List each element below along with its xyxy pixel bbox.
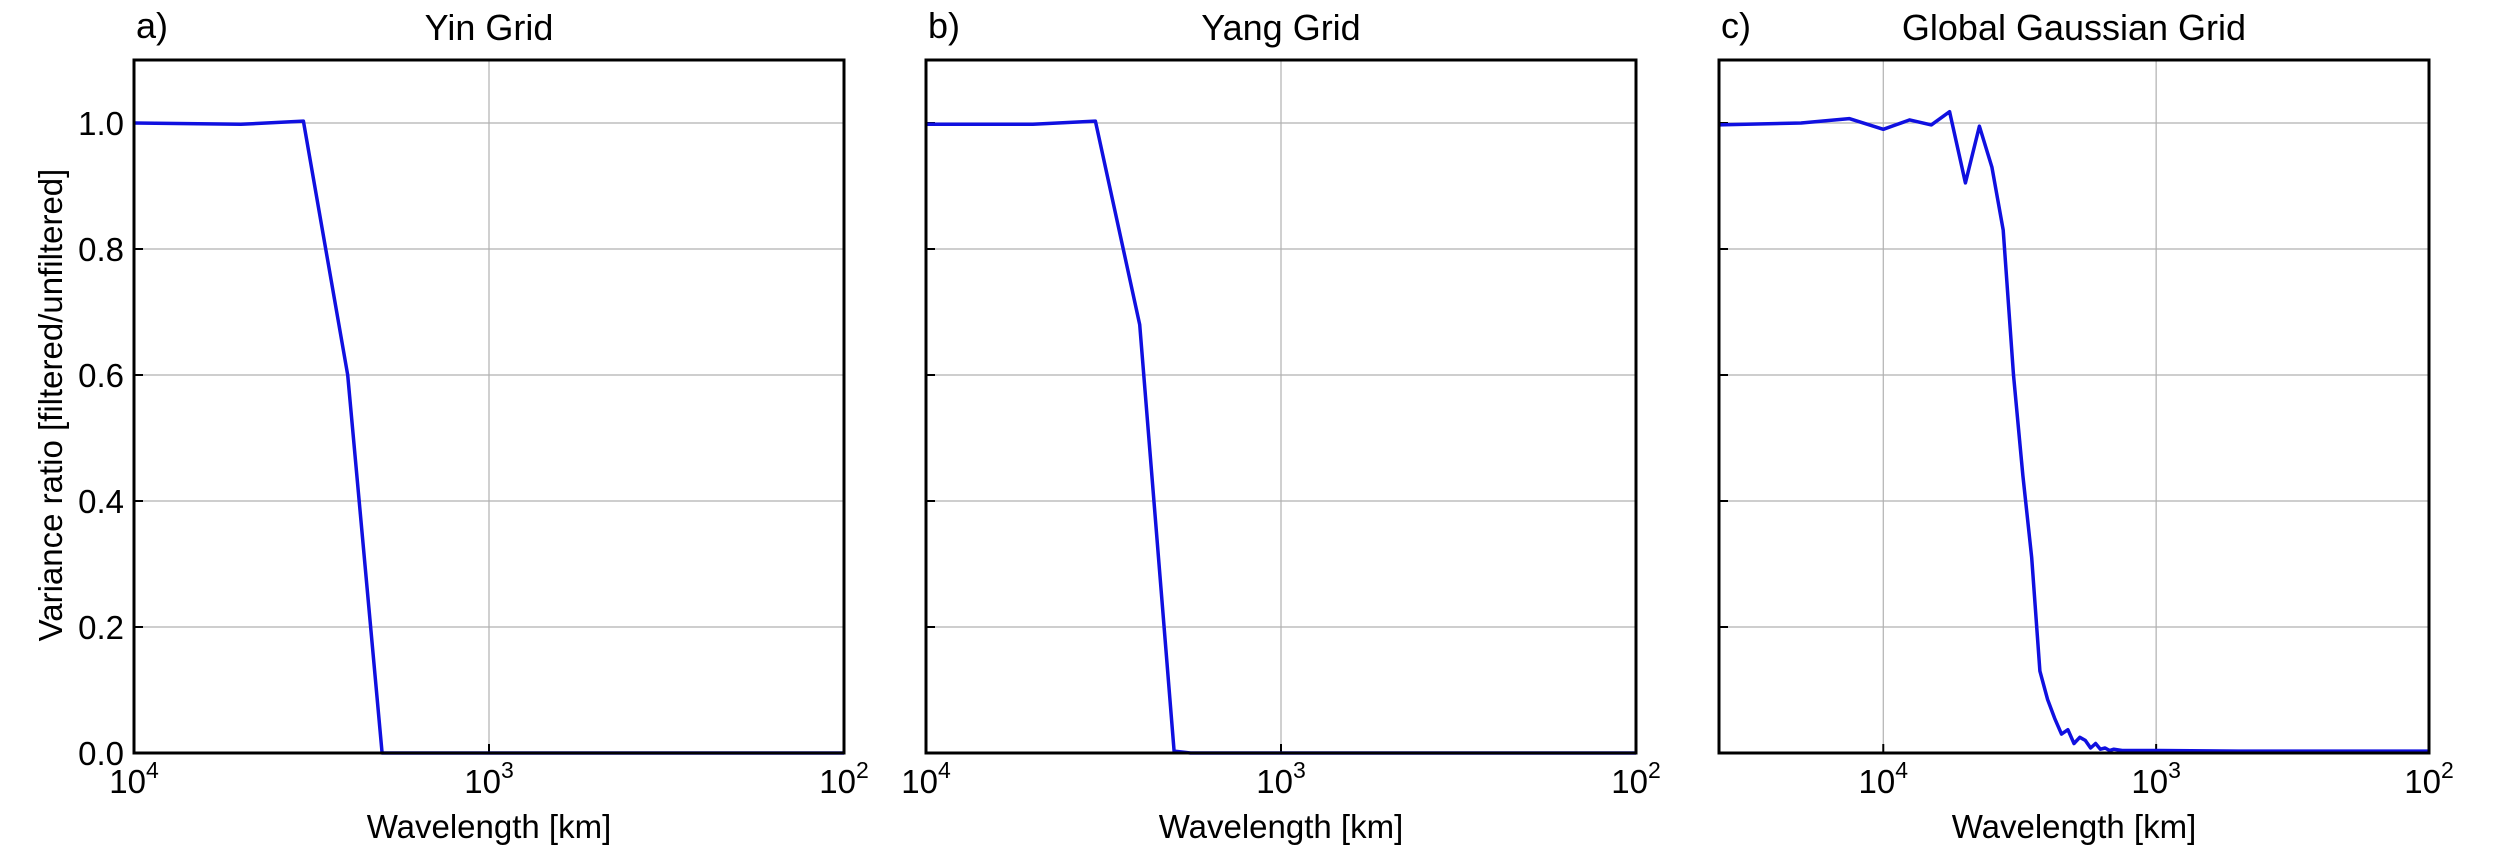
x-tick-base: 10 bbox=[2404, 763, 2441, 800]
x-tick-label: 104 bbox=[901, 757, 951, 800]
x-tick-label: 103 bbox=[1256, 757, 1306, 800]
x-tick-exponent: 4 bbox=[938, 757, 951, 783]
series-line bbox=[1718, 109, 2429, 753]
x-tick-base: 10 bbox=[1611, 763, 1648, 800]
y-axis-label: Variance ratio [filtered/unfiltered] bbox=[32, 169, 69, 642]
x-tick-base: 10 bbox=[1256, 763, 1293, 800]
plot-frame bbox=[924, 58, 1638, 755]
x-tick-base: 10 bbox=[109, 763, 146, 800]
x-tick-label: 103 bbox=[2131, 757, 2181, 800]
panel-title: Yang Grid bbox=[1201, 7, 1360, 48]
x-tick-exponent: 2 bbox=[1648, 757, 1661, 783]
x-axis-label: Wavelength [km] bbox=[1952, 808, 2197, 845]
x-tick-label: 103 bbox=[464, 757, 514, 800]
y-tick-label: 0.2 bbox=[78, 609, 124, 646]
panel-title: Yin Grid bbox=[425, 7, 554, 48]
x-axis-label: Wavelength [km] bbox=[367, 808, 612, 845]
x-tick-exponent: 3 bbox=[501, 757, 514, 783]
x-tick-exponent: 4 bbox=[146, 757, 159, 783]
x-tick-label: 102 bbox=[2404, 757, 2454, 800]
x-tick-label: 102 bbox=[1611, 757, 1661, 800]
y-tick-label: 1.0 bbox=[78, 105, 124, 142]
x-axis-label: Wavelength [km] bbox=[1159, 808, 1404, 845]
panel-title: Global Gaussian Grid bbox=[1902, 7, 2246, 48]
x-tick-base: 10 bbox=[1859, 763, 1896, 800]
panel-label: b) bbox=[928, 5, 960, 46]
y-tick-label: 0.0 bbox=[78, 735, 124, 772]
x-tick-exponent: 2 bbox=[856, 757, 869, 783]
x-tick-base: 10 bbox=[2131, 763, 2168, 800]
x-tick-exponent: 4 bbox=[1895, 757, 1908, 783]
x-tick-base: 10 bbox=[819, 763, 856, 800]
y-tick-label: 0.6 bbox=[78, 357, 124, 394]
y-tick-label: 0.4 bbox=[78, 483, 124, 520]
x-tick-label: 104 bbox=[109, 757, 159, 800]
plot-frame bbox=[132, 58, 846, 755]
x-tick-exponent: 3 bbox=[1293, 757, 1306, 783]
x-tick-base: 10 bbox=[464, 763, 501, 800]
y-tick-label: 0.8 bbox=[78, 231, 124, 268]
x-tick-exponent: 3 bbox=[2168, 757, 2181, 783]
x-tick-base: 10 bbox=[901, 763, 938, 800]
plot-frame bbox=[1717, 58, 2431, 755]
panel-label: c) bbox=[1721, 5, 1751, 46]
panel-label: a) bbox=[136, 5, 168, 46]
x-tick-exponent: 2 bbox=[2441, 757, 2454, 783]
x-tick-label: 104 bbox=[1859, 757, 1909, 800]
x-tick-label: 102 bbox=[819, 757, 869, 800]
